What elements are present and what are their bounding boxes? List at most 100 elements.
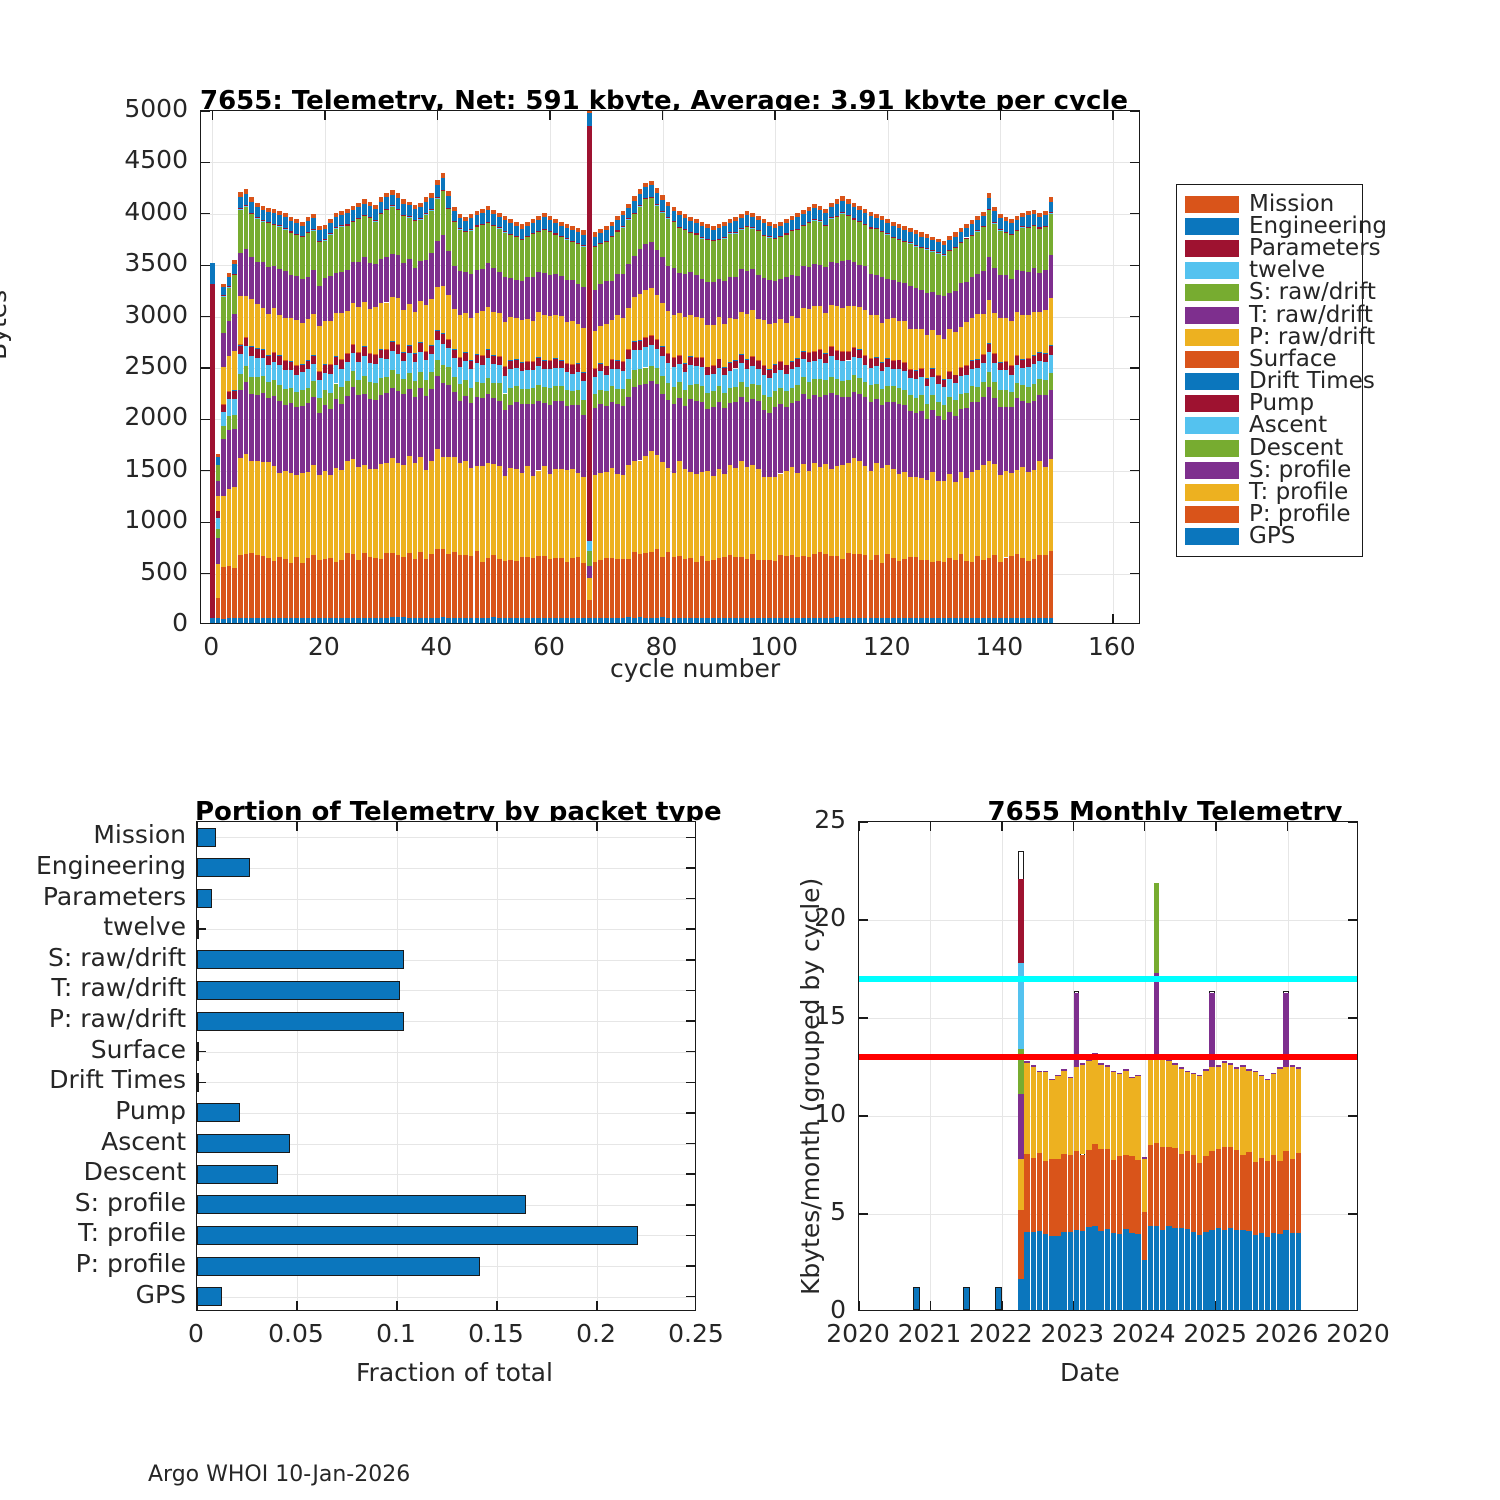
- stack-seg: [294, 320, 299, 366]
- stack-seg: [592, 245, 598, 247]
- packet-type-bar: [197, 858, 250, 878]
- stack-seg: [412, 353, 418, 363]
- stack-seg: [750, 554, 755, 619]
- stack-seg: [705, 367, 710, 375]
- stack-seg: [722, 280, 727, 325]
- stack-seg: [952, 618, 958, 623]
- bl-xtick-label-0: 0: [188, 1319, 204, 1348]
- month-bar: [1123, 1068, 1129, 1310]
- month-stack-seg: [1110, 1070, 1117, 1073]
- stack-seg: [305, 618, 311, 623]
- month-bar: [1215, 1065, 1221, 1310]
- stack-seg: [345, 396, 350, 462]
- stack-seg: [474, 226, 480, 271]
- top-ytick-4500: [201, 161, 210, 164]
- month-stack-seg: [1079, 1063, 1086, 1065]
- legend-label-12: S: profile: [1249, 456, 1352, 483]
- stack-seg: [660, 345, 665, 347]
- stack-seg: [716, 278, 722, 318]
- stack-seg: [480, 356, 485, 365]
- stack-seg: [1048, 354, 1054, 374]
- stack-seg: [384, 462, 390, 554]
- stack-seg: [992, 397, 997, 465]
- stack-seg: [930, 376, 936, 396]
- stack-seg: [722, 237, 727, 239]
- month-stack-seg: [1141, 1157, 1147, 1159]
- top-ytick-4000: [201, 213, 210, 215]
- stack-seg: [654, 367, 660, 384]
- stack-seg: [463, 231, 468, 233]
- stack-seg: [553, 617, 558, 623]
- packet-type-bar: [197, 889, 212, 909]
- stack-seg: [755, 361, 761, 369]
- stack-seg: [800, 307, 806, 351]
- stack-seg: [305, 471, 311, 559]
- cycle-bar: [536, 215, 542, 623]
- stack-seg: [384, 208, 390, 210]
- stack-seg: [665, 354, 671, 364]
- stack-seg: [1048, 550, 1054, 618]
- stack-seg: [637, 206, 643, 250]
- stack-seg: [913, 618, 919, 623]
- stack-seg: [705, 374, 710, 394]
- month-stack-seg: [1129, 1233, 1135, 1310]
- stack-seg: [271, 266, 277, 308]
- stack-seg: [879, 322, 885, 362]
- stack-seg: [491, 354, 496, 356]
- stack-seg: [964, 281, 969, 323]
- stack-seg: [643, 552, 648, 618]
- cycle-bar: [497, 212, 502, 623]
- cycle-bar: [761, 219, 767, 623]
- stack-seg: [367, 468, 373, 557]
- stack-seg: [817, 205, 823, 211]
- stack-seg: [705, 470, 710, 561]
- month-stack-seg: [1018, 878, 1024, 964]
- month-stack-seg: [1258, 1158, 1265, 1234]
- stack-seg: [896, 224, 902, 229]
- stack-seg: [322, 229, 328, 240]
- stack-seg: [936, 295, 941, 336]
- stack-seg: [1009, 375, 1014, 392]
- stack-seg: [350, 353, 356, 371]
- stack-seg: [615, 220, 620, 231]
- stack-seg: [254, 347, 260, 349]
- stack-seg: [502, 376, 508, 394]
- bl-ytick-r-2: [686, 897, 695, 900]
- top-ytick-r-2500: [1130, 367, 1139, 369]
- stack-seg: [226, 565, 232, 619]
- stack-seg: [243, 206, 249, 250]
- cycle-bar: [632, 196, 637, 623]
- stack-seg: [243, 382, 249, 455]
- stack-seg: [789, 402, 795, 468]
- stack-seg: [682, 213, 688, 219]
- stack-seg: [322, 389, 328, 406]
- stack-seg: [474, 397, 480, 466]
- stack-seg: [986, 371, 992, 388]
- stack-seg: [1014, 383, 1020, 399]
- stack-seg: [1048, 344, 1054, 346]
- stack-seg: [710, 391, 716, 408]
- stack-seg: [992, 554, 997, 618]
- stack-seg: [316, 230, 322, 241]
- top-plot-area: [200, 110, 1140, 624]
- stack-seg: [423, 558, 429, 618]
- cycle-bar: [226, 273, 232, 623]
- stack-seg: [474, 270, 480, 313]
- month-stack-seg: [1123, 1068, 1129, 1071]
- bl-category-label-6: P: raw/drift: [48, 1004, 186, 1034]
- stack-seg: [300, 322, 305, 364]
- stack-seg: [891, 618, 896, 623]
- stack-seg: [373, 363, 378, 384]
- stack-seg: [907, 242, 913, 244]
- br-xtick-2: [1001, 1301, 1003, 1310]
- stack-seg: [975, 402, 981, 471]
- stack-seg: [418, 300, 423, 342]
- stack-seg: [964, 374, 969, 393]
- bl-ytick-r-4: [686, 959, 695, 961]
- stack-seg: [446, 367, 451, 386]
- stack-seg: [345, 213, 350, 225]
- stack-seg: [266, 382, 271, 398]
- stack-seg: [699, 356, 705, 358]
- stack-seg: [772, 476, 778, 561]
- br-gridline-x-2: [1001, 822, 1003, 1310]
